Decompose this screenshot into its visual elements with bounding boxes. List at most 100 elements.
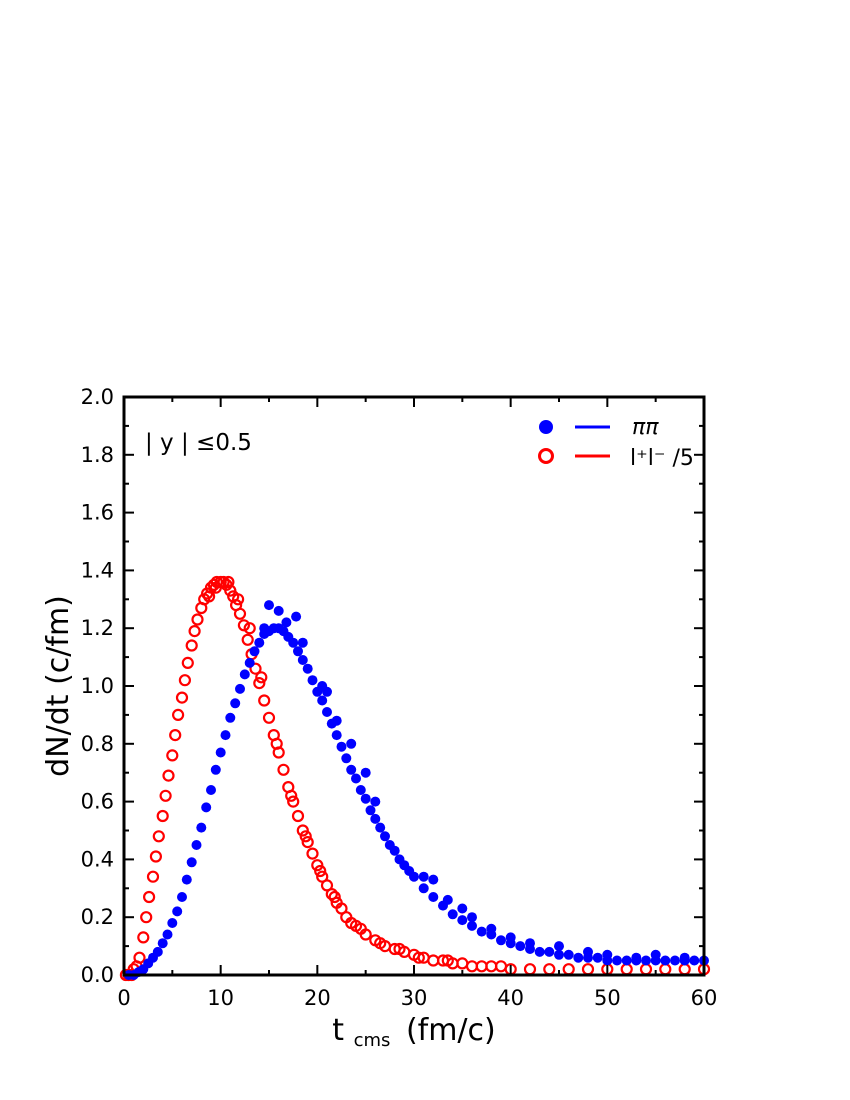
data-point xyxy=(293,646,303,657)
data-point xyxy=(253,676,266,690)
rapidity-annotation: | y | ≤0.5 xyxy=(145,430,252,456)
legend-label-dilepton: l⁺l⁻ /5 xyxy=(630,446,694,471)
data-point xyxy=(215,747,226,758)
data-point xyxy=(467,912,477,923)
data-point xyxy=(306,847,319,860)
data-point xyxy=(287,795,300,808)
data-point xyxy=(281,617,292,628)
data-point xyxy=(602,949,613,960)
data-point xyxy=(172,906,183,917)
legend-marker-dilepton xyxy=(538,448,554,464)
data-point xyxy=(162,769,175,782)
data-point xyxy=(355,785,366,795)
series-pipi xyxy=(123,600,709,980)
data-point xyxy=(291,611,302,622)
data-point xyxy=(273,605,284,616)
data-point xyxy=(302,663,313,674)
data-point xyxy=(249,646,260,657)
data-point xyxy=(515,941,526,952)
data-point xyxy=(412,951,425,964)
data-point xyxy=(562,963,575,976)
data-point xyxy=(133,951,146,964)
data-point xyxy=(169,728,182,742)
data-points-layer xyxy=(119,575,711,982)
data-point xyxy=(457,915,468,926)
data-point xyxy=(177,892,187,902)
data-point xyxy=(427,954,440,967)
data-point xyxy=(181,874,192,885)
x-tick-label: 60 xyxy=(691,986,718,1010)
data-point xyxy=(573,952,584,963)
data-point xyxy=(631,952,642,963)
data-point xyxy=(428,892,439,902)
data-point xyxy=(583,946,593,957)
x-axis-label-main: t xyxy=(332,1013,344,1048)
data-point xyxy=(149,850,162,863)
data-point xyxy=(374,937,387,950)
data-point xyxy=(235,683,245,694)
data-point xyxy=(641,955,651,966)
data-point xyxy=(476,926,487,937)
data-point xyxy=(239,669,250,680)
data-point xyxy=(143,890,156,904)
data-point xyxy=(254,637,265,648)
data-point xyxy=(441,954,454,967)
data-point xyxy=(299,830,312,843)
data-point xyxy=(346,738,357,749)
y-tick-label: 1.6 xyxy=(81,501,114,525)
data-point xyxy=(243,622,256,635)
data-point xyxy=(465,960,479,973)
data-point xyxy=(258,694,271,707)
data-point xyxy=(175,691,189,704)
data-point xyxy=(544,946,555,957)
data-point xyxy=(225,712,236,723)
legend: ππ l⁺l⁻ /5 xyxy=(538,415,694,471)
y-tick-label: 0.6 xyxy=(81,790,114,814)
data-point xyxy=(140,911,153,924)
data-point xyxy=(375,822,386,833)
data-point xyxy=(322,686,332,697)
data-point xyxy=(389,845,400,856)
data-point xyxy=(409,871,419,882)
data-point xyxy=(554,941,564,952)
data-point xyxy=(185,639,198,652)
data-point xyxy=(285,789,298,802)
data-point xyxy=(297,637,308,648)
data-point xyxy=(418,871,429,882)
data-point xyxy=(230,698,241,709)
data-point xyxy=(360,793,371,804)
y-axis-label: dN/dt (c/fm) xyxy=(41,595,76,777)
data-point xyxy=(639,963,653,976)
data-point xyxy=(301,835,314,849)
data-point xyxy=(354,922,367,935)
data-point xyxy=(201,802,212,813)
data-point xyxy=(217,575,230,589)
data-point xyxy=(264,600,274,611)
axis-ticks xyxy=(123,396,705,976)
data-point xyxy=(351,773,361,784)
data-point xyxy=(262,711,276,724)
data-point xyxy=(360,767,371,778)
data-point xyxy=(679,952,690,963)
x-axis-label-units: (fm/c) xyxy=(406,1013,496,1048)
data-point xyxy=(678,963,691,976)
data-point xyxy=(255,671,268,684)
data-point xyxy=(178,674,191,687)
y-tick-label: 0.4 xyxy=(81,847,114,871)
data-point xyxy=(346,764,357,775)
y-tick-label: 1.0 xyxy=(81,674,114,698)
data-point xyxy=(307,675,318,686)
data-point xyxy=(328,890,341,904)
legend-label-pipi: ππ xyxy=(632,415,659,440)
data-point xyxy=(166,749,179,762)
x-tick-label: 40 xyxy=(497,986,524,1010)
data-point xyxy=(341,753,352,764)
data-point xyxy=(370,796,381,807)
data-point xyxy=(259,623,270,634)
data-point xyxy=(543,963,556,976)
x-tick-label: 10 xyxy=(207,986,234,1010)
data-point xyxy=(534,946,545,957)
data-point xyxy=(689,955,700,966)
data-point xyxy=(233,607,247,620)
data-point xyxy=(291,809,305,823)
